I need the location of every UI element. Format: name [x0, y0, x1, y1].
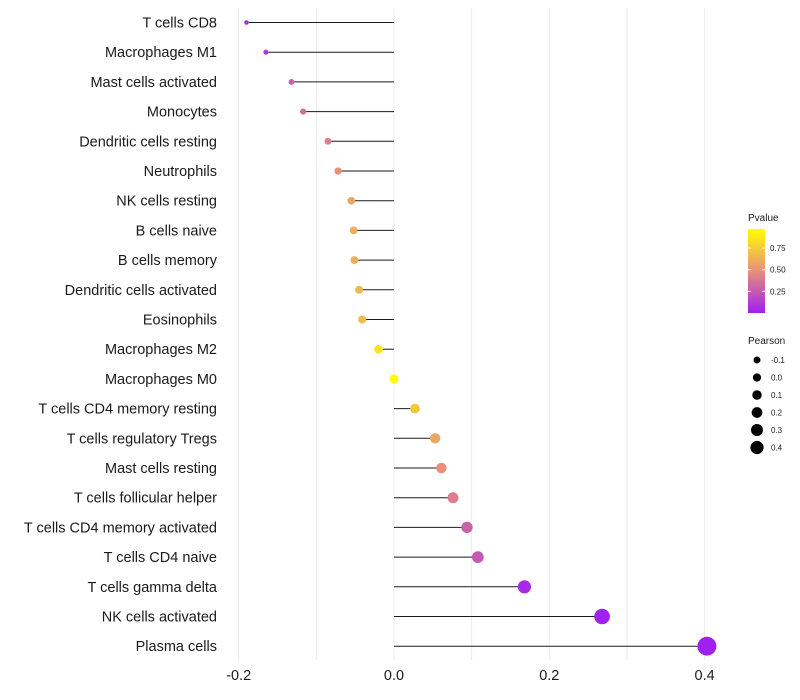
- category-label: T cells CD4 memory activated: [24, 520, 217, 536]
- category-label: Neutrophils: [144, 164, 217, 180]
- size-legend-label: 0.3: [771, 426, 783, 435]
- category-label: Macrophages M0: [105, 372, 217, 388]
- color-legend-title: Pvalue: [748, 213, 779, 224]
- category-label: Mast cells resting: [105, 461, 217, 477]
- color-legend-label: 0.75: [770, 244, 786, 253]
- data-point: [347, 196, 356, 205]
- data-point: [350, 256, 359, 265]
- size-legend-title: Pearson: [748, 336, 785, 347]
- data-point: [472, 551, 484, 563]
- size-legend-label: 0.2: [771, 409, 783, 418]
- category-label: Macrophages M1: [105, 45, 217, 61]
- category-label: B cells naive: [136, 223, 217, 239]
- size-legend-point: [751, 407, 763, 418]
- size-legend-label: 0.4: [771, 444, 783, 453]
- data-point: [429, 433, 441, 444]
- category-label: Plasma cells: [136, 639, 217, 655]
- size-legend-point: [752, 390, 762, 400]
- category-label: T cells gamma delta: [88, 580, 218, 596]
- category-label: T cells regulatory Tregs: [67, 431, 217, 447]
- category-label: T cells CD4 naive: [104, 550, 217, 566]
- color-legend-label: 0.25: [770, 287, 786, 296]
- data-point: [263, 49, 269, 55]
- data-point: [374, 344, 383, 354]
- category-label: T cells CD8: [142, 16, 217, 32]
- data-point: [349, 226, 358, 235]
- color-legend-bar: [748, 229, 765, 313]
- category-label: NK cells activated: [102, 610, 217, 626]
- category-label: T cells follicular helper: [74, 491, 217, 507]
- data-point: [410, 403, 420, 414]
- category-label: Monocytes: [147, 105, 217, 121]
- data-point: [244, 20, 249, 25]
- size-legend-point: [752, 373, 762, 382]
- data-point: [358, 315, 367, 324]
- data-point: [324, 137, 332, 145]
- data-point: [447, 492, 459, 504]
- data-point: [288, 78, 295, 85]
- size-legend-point: [753, 356, 761, 364]
- category-label: B cells memory: [118, 253, 218, 269]
- data-point: [300, 108, 307, 115]
- x-tick-label: 0.0: [384, 668, 404, 684]
- data-point: [334, 167, 342, 175]
- data-point: [594, 608, 610, 625]
- size-legend-label: 0.1: [771, 391, 783, 400]
- size-legend-label: -0.1: [771, 356, 785, 365]
- size-legend-label: 0.0: [771, 374, 783, 383]
- data-point: [517, 580, 532, 594]
- category-label: Dendritic cells resting: [79, 134, 217, 150]
- data-point: [355, 285, 364, 294]
- data-point: [697, 636, 717, 656]
- size-legend-point: [751, 424, 763, 436]
- category-label: NK cells resting: [116, 194, 217, 210]
- data-point: [389, 374, 399, 384]
- x-tick-label: -0.2: [226, 668, 251, 684]
- category-label: Eosinophils: [143, 313, 217, 329]
- x-tick-label: 0.4: [695, 668, 715, 684]
- size-legend-point: [750, 440, 764, 455]
- category-label: T cells CD4 memory resting: [38, 402, 217, 418]
- color-legend-label: 0.50: [770, 266, 786, 275]
- data-point: [461, 521, 473, 534]
- data-point: [436, 462, 447, 474]
- category-label: Dendritic cells activated: [65, 283, 217, 299]
- x-tick-label: 0.2: [539, 668, 559, 684]
- category-label: Mast cells activated: [90, 75, 217, 91]
- category-label: Macrophages M2: [105, 342, 217, 358]
